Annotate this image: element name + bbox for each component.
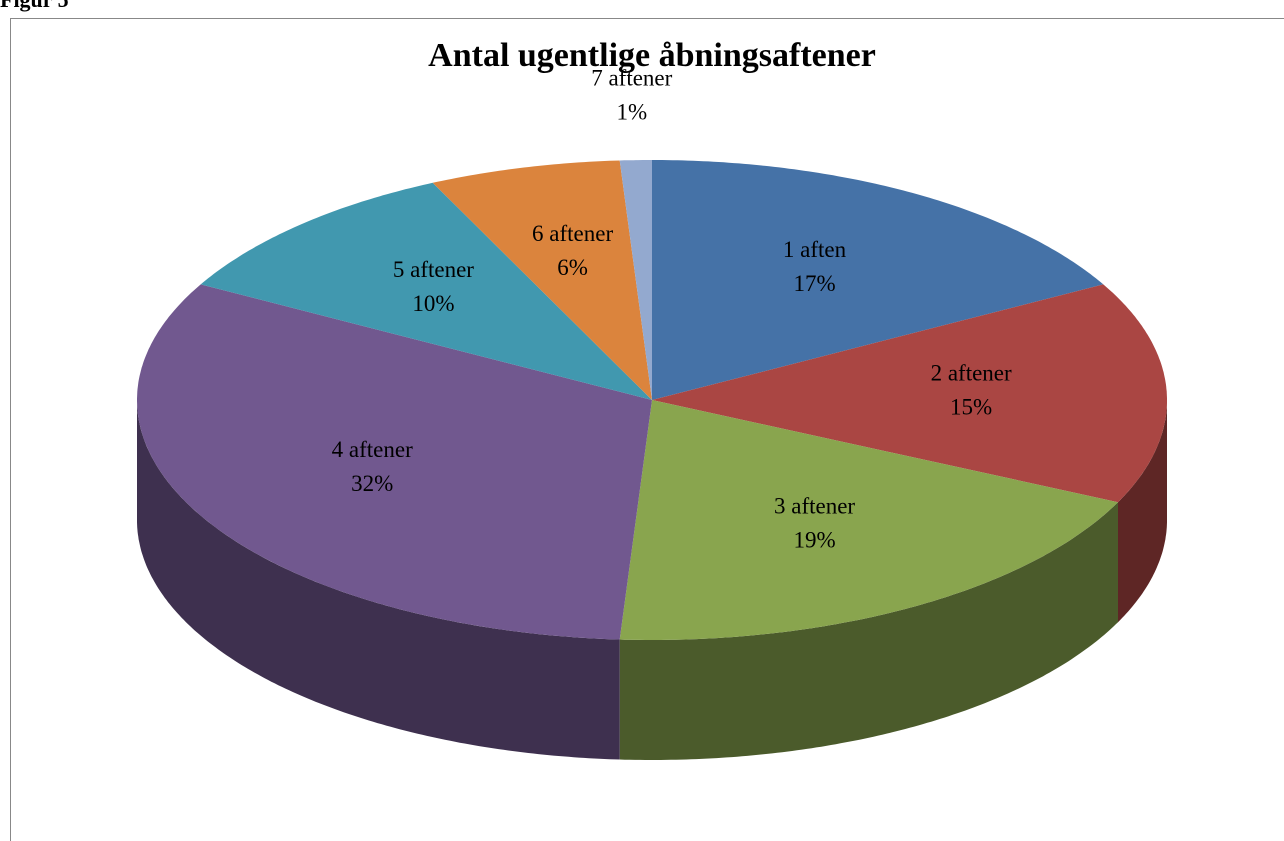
slice-value-label: 19%	[793, 527, 835, 552]
chart-title: Antal ugentlige åbningsaftener	[428, 37, 876, 74]
slice-label: 4 aftener	[332, 437, 413, 462]
slice-label: 2 aftener	[931, 361, 1012, 386]
pie-slice-side	[1118, 400, 1167, 623]
pie-slice-side	[619, 502, 1118, 760]
pie-slice	[137, 284, 652, 640]
slice-value-label: 17%	[793, 271, 835, 296]
pie-slice	[619, 400, 1118, 640]
pie-slice	[652, 284, 1167, 503]
slice-label: 6 aftener	[532, 221, 613, 246]
slice-label: 7 aftener	[591, 65, 672, 90]
pie-slice	[200, 182, 652, 400]
pie-slice	[652, 160, 1104, 400]
slice-value-label: 1%	[616, 99, 647, 124]
slice-label: 5 aftener	[393, 257, 474, 282]
pie-slice	[432, 160, 652, 400]
slice-label: 3 aftener	[774, 493, 855, 518]
slice-value-label: 15%	[950, 395, 992, 420]
figure-label: Figur 5	[0, 0, 69, 12]
slice-value-label: 6%	[557, 255, 588, 280]
slice-value-label: 32%	[351, 471, 393, 496]
pie-slice-side	[137, 400, 620, 760]
slice-label: 1 aften	[783, 237, 847, 262]
slice-value-label: 10%	[412, 291, 454, 316]
pie-slice	[619, 160, 652, 400]
